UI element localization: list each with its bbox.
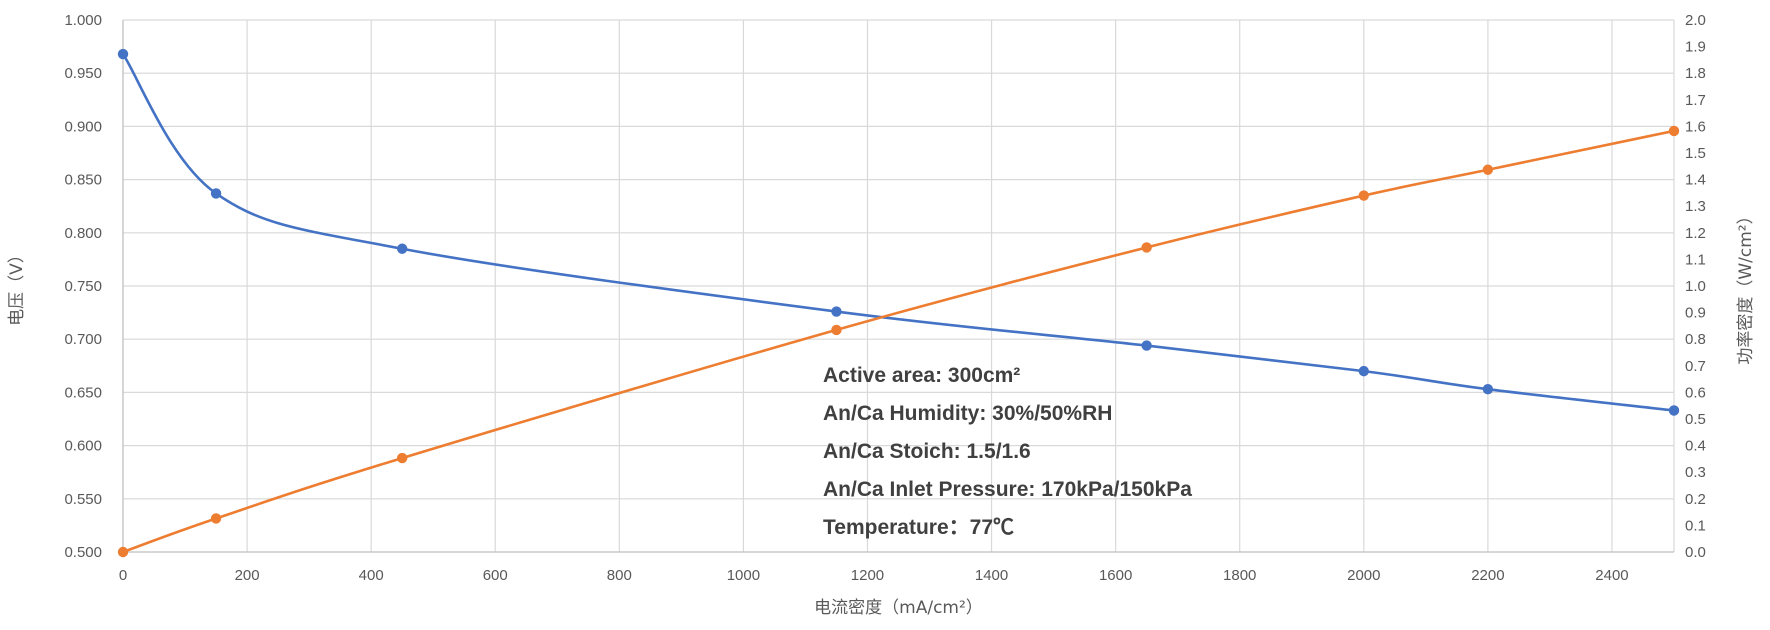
x-axis-title: 电流密度（mA/cm²）: [814, 598, 983, 618]
voltage-series-line: [121, 53, 1675, 412]
y2-tick-label: 0.4: [1685, 438, 1706, 455]
x-tick-label: 1200: [851, 567, 884, 584]
y2-tick-label: 0.2: [1685, 491, 1706, 508]
y2-tick-label: 0.1: [1685, 517, 1706, 534]
y2-tick-label: 0.0: [1685, 544, 1706, 561]
y-tick-label: 0.900: [64, 118, 102, 135]
power-density-data-point: [831, 324, 842, 336]
y2-tick-label: 1.8: [1685, 65, 1706, 82]
voltage-data-point: [1668, 405, 1680, 416]
voltage-data-point: [1482, 384, 1494, 395]
y2-tick-label: 1.9: [1685, 39, 1706, 56]
y2-tick-label: 1.4: [1685, 172, 1706, 189]
y2-tick-label: 0.6: [1685, 384, 1706, 401]
y2-tick-label: 0.8: [1685, 331, 1706, 348]
x-tick-label: 2400: [1595, 567, 1628, 584]
y-tick-label: 0.850: [64, 172, 102, 189]
y2-tick-label: 1.5: [1685, 145, 1706, 162]
x-tick-label: 800: [607, 567, 632, 584]
power-density-data-point: [210, 513, 222, 524]
voltage-data-point: [396, 243, 408, 254]
y-tick-label: 0.600: [64, 438, 102, 455]
y-tick-label: 0.650: [64, 384, 102, 401]
annotation-line: An/Ca Inlet Pressure: 170kPa/150kPa: [823, 478, 1192, 501]
grid-lines: [123, 19, 1675, 552]
series-layer: [117, 48, 1680, 558]
y2-tick-label: 1.7: [1685, 92, 1706, 109]
annotation-line: An/Ca Humidity: 30%/50%RH: [823, 402, 1112, 425]
y-axis-title: 电压（V）: [7, 246, 27, 326]
power-density-data-point: [396, 452, 408, 464]
x-tick-label: 600: [483, 567, 508, 584]
voltage-data-point: [210, 188, 222, 199]
x-tick-label: 1600: [1099, 567, 1132, 584]
y-tick-label: 0.700: [64, 331, 102, 348]
y2-tick-label: 1.0: [1685, 278, 1706, 295]
voltage-data-point: [1141, 340, 1152, 351]
y2-tick-label: 0.9: [1685, 305, 1706, 322]
power-density-data-point: [1141, 242, 1152, 253]
x-tick-label: 2200: [1471, 567, 1504, 584]
y2-tick-label: 0.3: [1685, 464, 1706, 481]
x-tick-label: 400: [359, 567, 384, 584]
power-density-data-point: [1358, 190, 1370, 201]
y2-tick-label: 1.6: [1685, 118, 1706, 135]
axes: [122, 20, 1674, 553]
x-tick-label: 1800: [1223, 567, 1256, 584]
y2-tick-label: 1.1: [1685, 251, 1706, 268]
y-tick-label: 0.750: [64, 278, 102, 295]
power-density-series-line: [122, 129, 1675, 554]
y-tick-label: 0.950: [64, 65, 102, 82]
voltage-data-point: [117, 48, 129, 60]
x-tick-label: 200: [235, 567, 260, 584]
voltage-data-point: [831, 306, 842, 317]
y-tick-label: 1.000: [64, 12, 102, 29]
tick-labels: 0 200 400 600 800 1000 1200 1400 1600 1800 2000 220…: [7, 12, 1756, 618]
x-tick-label: 0: [119, 567, 127, 584]
y2-axis-title: 功率密度（W/cm²）: [1736, 207, 1756, 364]
annotation-block: Active area: 300cm² An/Ca Humidity: 30%/5…: [823, 364, 1192, 539]
y-tick-label: 0.550: [64, 491, 102, 508]
y-tick-label: 0.800: [64, 225, 102, 242]
annotation-line: An/Ca Stoich: 1.5/1.6: [823, 440, 1031, 463]
y2-tick-label: 0.7: [1685, 358, 1706, 375]
voltage-data-point: [1358, 365, 1370, 377]
y2-tick-label: 1.2: [1685, 225, 1706, 242]
y2-tick-label: 1.3: [1685, 198, 1706, 215]
x-tick-label: 1000: [727, 567, 760, 584]
power-density-data-point: [1668, 125, 1680, 137]
y2-tick-label: 2.0: [1685, 12, 1706, 29]
power-density-data-point: [1482, 164, 1494, 175]
power-density-data-point: [117, 546, 129, 558]
x-tick-label: 1400: [975, 567, 1008, 584]
y-tick-label: 0.500: [64, 544, 102, 561]
y2-tick-label: 0.5: [1685, 411, 1706, 428]
annotation-line: Active area: 300cm²: [823, 364, 1020, 387]
x-tick-label: 2000: [1347, 567, 1380, 584]
annotation-line: Temperature：77℃: [823, 516, 1014, 539]
